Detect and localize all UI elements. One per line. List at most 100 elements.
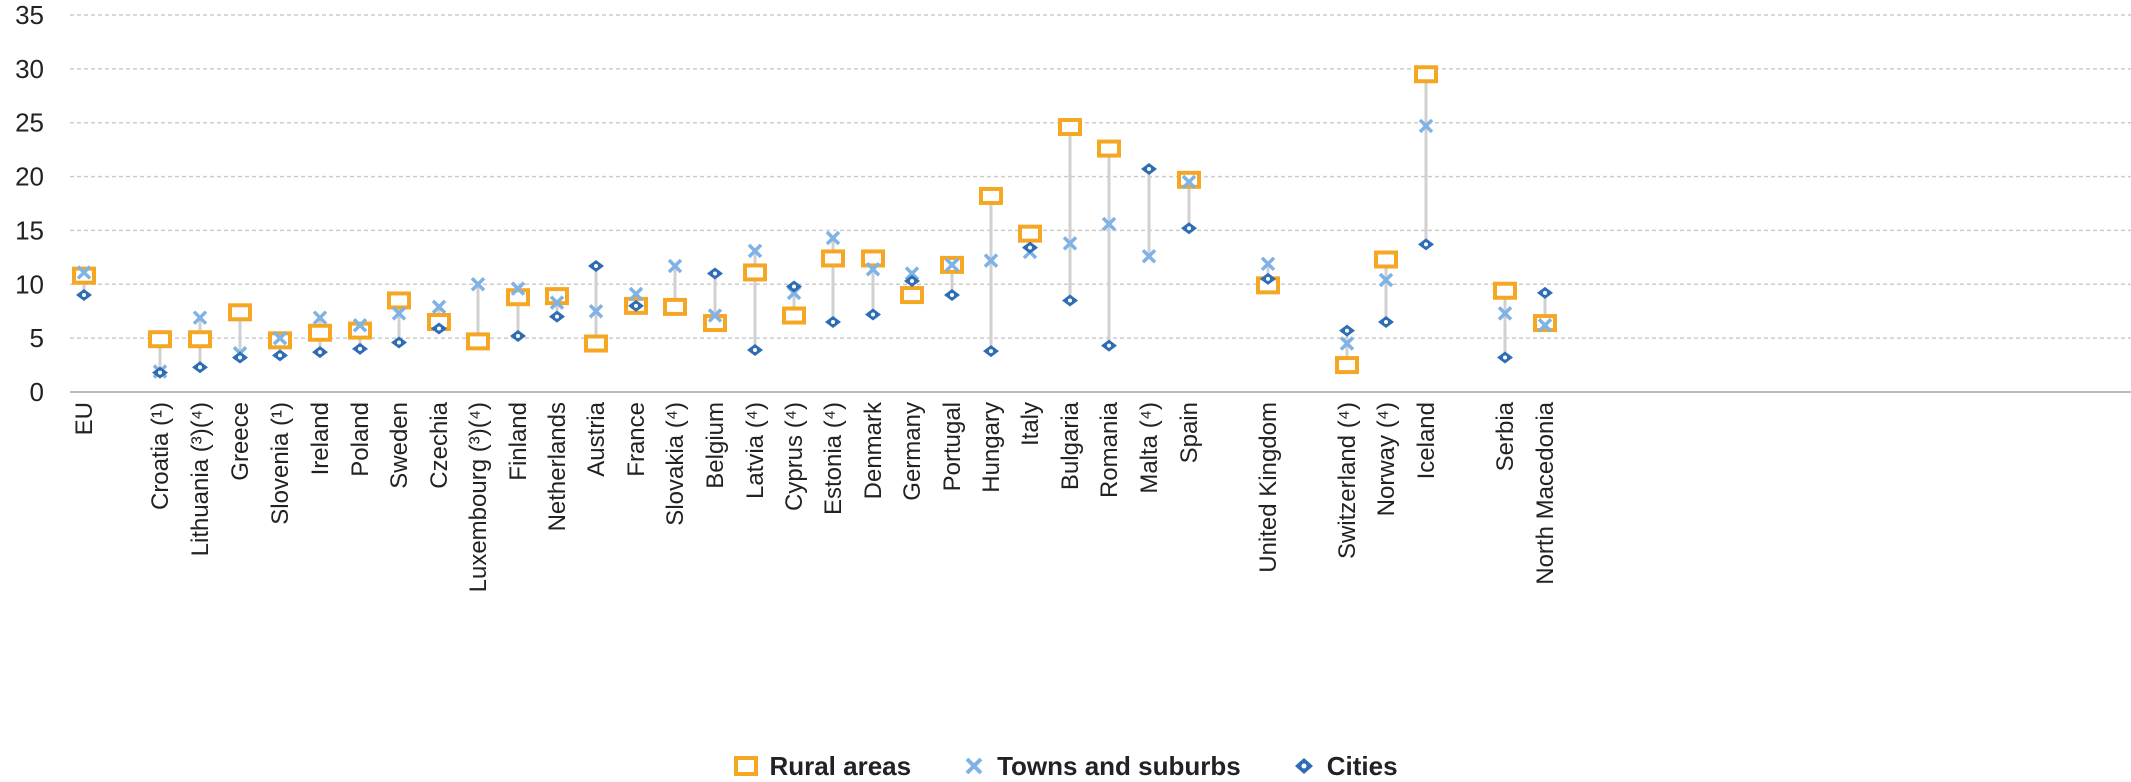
x-tick-label: Sweden: [386, 402, 413, 489]
rural-point: [979, 186, 1003, 205]
cities-point-center: [1266, 276, 1270, 281]
towns-point: [1181, 174, 1197, 190]
x-tick-label: Spain: [1176, 402, 1203, 463]
cities-point-center: [198, 365, 202, 370]
legend-item-cities: Cities: [1291, 751, 1398, 782]
x-tick-label: Ireland: [307, 402, 334, 475]
x-tick-label: United Kingdom: [1255, 402, 1282, 573]
rural-point: [188, 330, 212, 349]
cities-point-center: [82, 293, 86, 298]
x-tick-label: Estonia (⁴): [820, 402, 847, 515]
y-axis: 0 5 10 15 20 25 30 35: [15, 0, 44, 407]
data-marks: [72, 65, 1557, 379]
square-marker-icon: [734, 756, 759, 776]
y-tick-label: 15: [15, 215, 44, 245]
rural-point: [387, 291, 411, 310]
towns-point: [667, 258, 683, 274]
towns-point: [865, 261, 881, 277]
rural-point: [1018, 224, 1042, 243]
towns-point: [983, 253, 999, 268]
towns-point: [1537, 317, 1553, 333]
towns-point: [1497, 306, 1513, 321]
rural-point: [900, 286, 924, 305]
rural-point: [703, 314, 727, 333]
x-tick-label: Italy: [1017, 402, 1044, 446]
x-tick-label: EU: [71, 402, 98, 435]
cities-point-center: [1147, 167, 1151, 172]
x-tick-label: Denmark: [860, 401, 887, 499]
rural-point: [308, 323, 332, 342]
cities-point-center: [358, 346, 362, 351]
towns-point: [944, 257, 960, 273]
x-tick-label: Malta (⁴): [1136, 402, 1163, 494]
cities-point-center: [910, 279, 914, 284]
x-tick-label: Austria: [583, 401, 610, 476]
rural-point: [663, 297, 687, 316]
x-tick-label: Cyprus (⁴): [781, 402, 808, 511]
x-tick-label: Hungary: [978, 402, 1005, 493]
legend-item-rural: Rural areas: [733, 751, 911, 782]
cities-point-center: [1187, 226, 1191, 231]
cities-point-center: [158, 370, 162, 375]
cities-point-center: [1345, 328, 1349, 333]
x-tick-label: Finland: [505, 402, 532, 481]
rural-point: [466, 332, 490, 351]
cities-point-center: [318, 350, 322, 355]
cities-point-center: [871, 312, 875, 317]
cities-point-center: [1543, 290, 1547, 295]
cities-point-center: [594, 263, 598, 268]
cities-point-center: [831, 319, 835, 324]
towns-point: [747, 243, 763, 259]
rural-point: [782, 306, 806, 325]
y-tick-label: 25: [15, 108, 44, 138]
y-tick-label: 35: [15, 0, 44, 30]
towns-point: [470, 277, 486, 292]
towns-point: [588, 303, 604, 319]
cities-point-center: [634, 303, 638, 308]
y-tick-label: 30: [15, 54, 44, 84]
x-tick-label: North Macedonia: [1532, 401, 1559, 584]
cities-point-center: [1384, 319, 1388, 324]
cities-point-center: [516, 333, 520, 338]
x-axis: EU Croatia (¹) Lithuania (³)(⁴) Greece Slove…: [70, 391, 2131, 592]
x-tick-label: Lithuania (³)(⁴): [187, 402, 214, 556]
x-tick-label: Croatia (¹): [147, 402, 174, 510]
y-tick-label: 10: [15, 269, 44, 299]
cities-point-center: [555, 314, 559, 319]
x-tick-label: Norway (⁴): [1373, 402, 1400, 516]
range-lines: [82, 74, 1547, 373]
towns-point: [628, 286, 644, 302]
towns-point: [1339, 336, 1355, 351]
cities-point-center: [437, 326, 441, 331]
towns-point: [312, 310, 328, 325]
towns-point: [431, 299, 447, 315]
cities-point-center: [792, 284, 796, 289]
y-tick-label: 0: [30, 377, 44, 407]
towns-point: [904, 266, 920, 281]
towns-point: [1418, 118, 1434, 134]
towns-point: [192, 310, 208, 325]
y-tick-label: 20: [15, 162, 44, 192]
x-tick-label: Luxembourg (³)(⁴): [465, 402, 492, 592]
x-tick-label: Greece: [227, 402, 254, 481]
x-tick-label: Slovenia (¹): [267, 402, 294, 525]
legend-label-cities: Cities: [1326, 750, 1398, 781]
towns-point: [352, 317, 368, 333]
towns-point: [1062, 236, 1078, 251]
rural-point: [1335, 356, 1359, 375]
x-tick-label: Bulgaria: [1057, 401, 1084, 490]
towns-point: [272, 330, 288, 346]
rural-point: [228, 303, 252, 322]
towns-point: [825, 230, 841, 246]
towns-point: [76, 265, 92, 280]
legend-label-rural: Rural areas: [769, 750, 912, 781]
rural-point: [1097, 139, 1121, 158]
gridlines: [70, 14, 2131, 339]
rural-point: [1058, 118, 1082, 137]
cities-point-center: [989, 349, 993, 354]
cities-point-center: [1068, 298, 1072, 303]
cities-point-center: [278, 353, 282, 358]
cities-point-center: [1028, 245, 1032, 250]
rural-point: [821, 249, 845, 268]
cities-point-center: [753, 347, 757, 352]
